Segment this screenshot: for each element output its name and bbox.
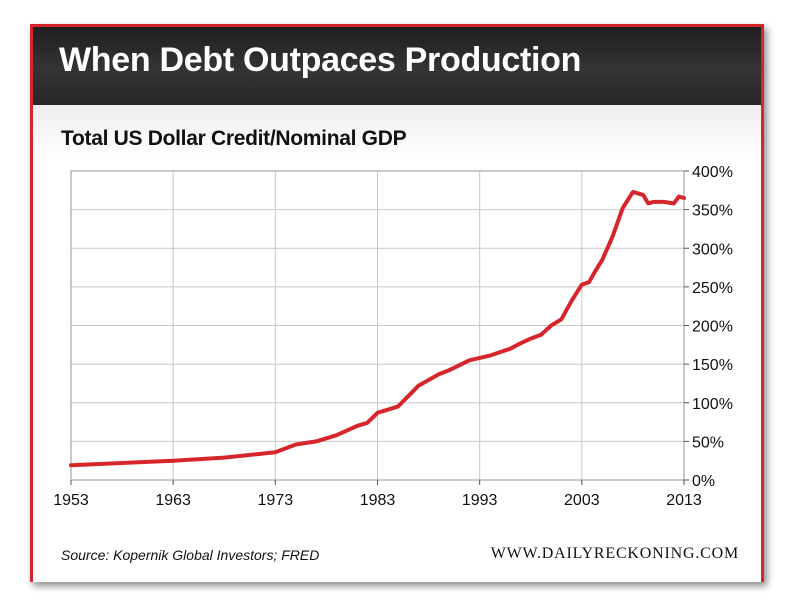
chart-title: Total US Dollar Credit/Nominal GDP — [61, 127, 407, 150]
x-tick-label: 1973 — [258, 492, 294, 509]
x-tick-label: 2003 — [564, 492, 600, 509]
y-tick-label: 300% — [692, 241, 733, 258]
x-tick-label: 1983 — [360, 492, 396, 509]
x-tick-label: 1963 — [155, 492, 191, 509]
y-tick-label: 100% — [692, 396, 733, 413]
y-tick-label: 200% — [692, 319, 733, 336]
x-tick-label: 2013 — [666, 492, 702, 509]
y-tick-label: 150% — [692, 357, 733, 374]
site-url: WWW.DAILYRECKONING.COM — [490, 545, 739, 562]
y-tick-label: 50% — [692, 434, 724, 451]
series-line — [69, 189, 686, 468]
x-tick-label: 1993 — [462, 492, 498, 509]
y-tick-label: 250% — [692, 280, 733, 297]
source-note: Source: Kopernik Global Investors; FRED — [61, 547, 320, 563]
y-tick-label: 400% — [692, 164, 733, 181]
header-banner: When Debt Outpaces Production — [33, 27, 761, 105]
y-tick-label: 350% — [692, 203, 733, 220]
header-title: When Debt Outpaces Production — [59, 41, 582, 79]
x-tick-label: 1953 — [53, 492, 89, 509]
y-tick-label: 0% — [692, 473, 715, 490]
